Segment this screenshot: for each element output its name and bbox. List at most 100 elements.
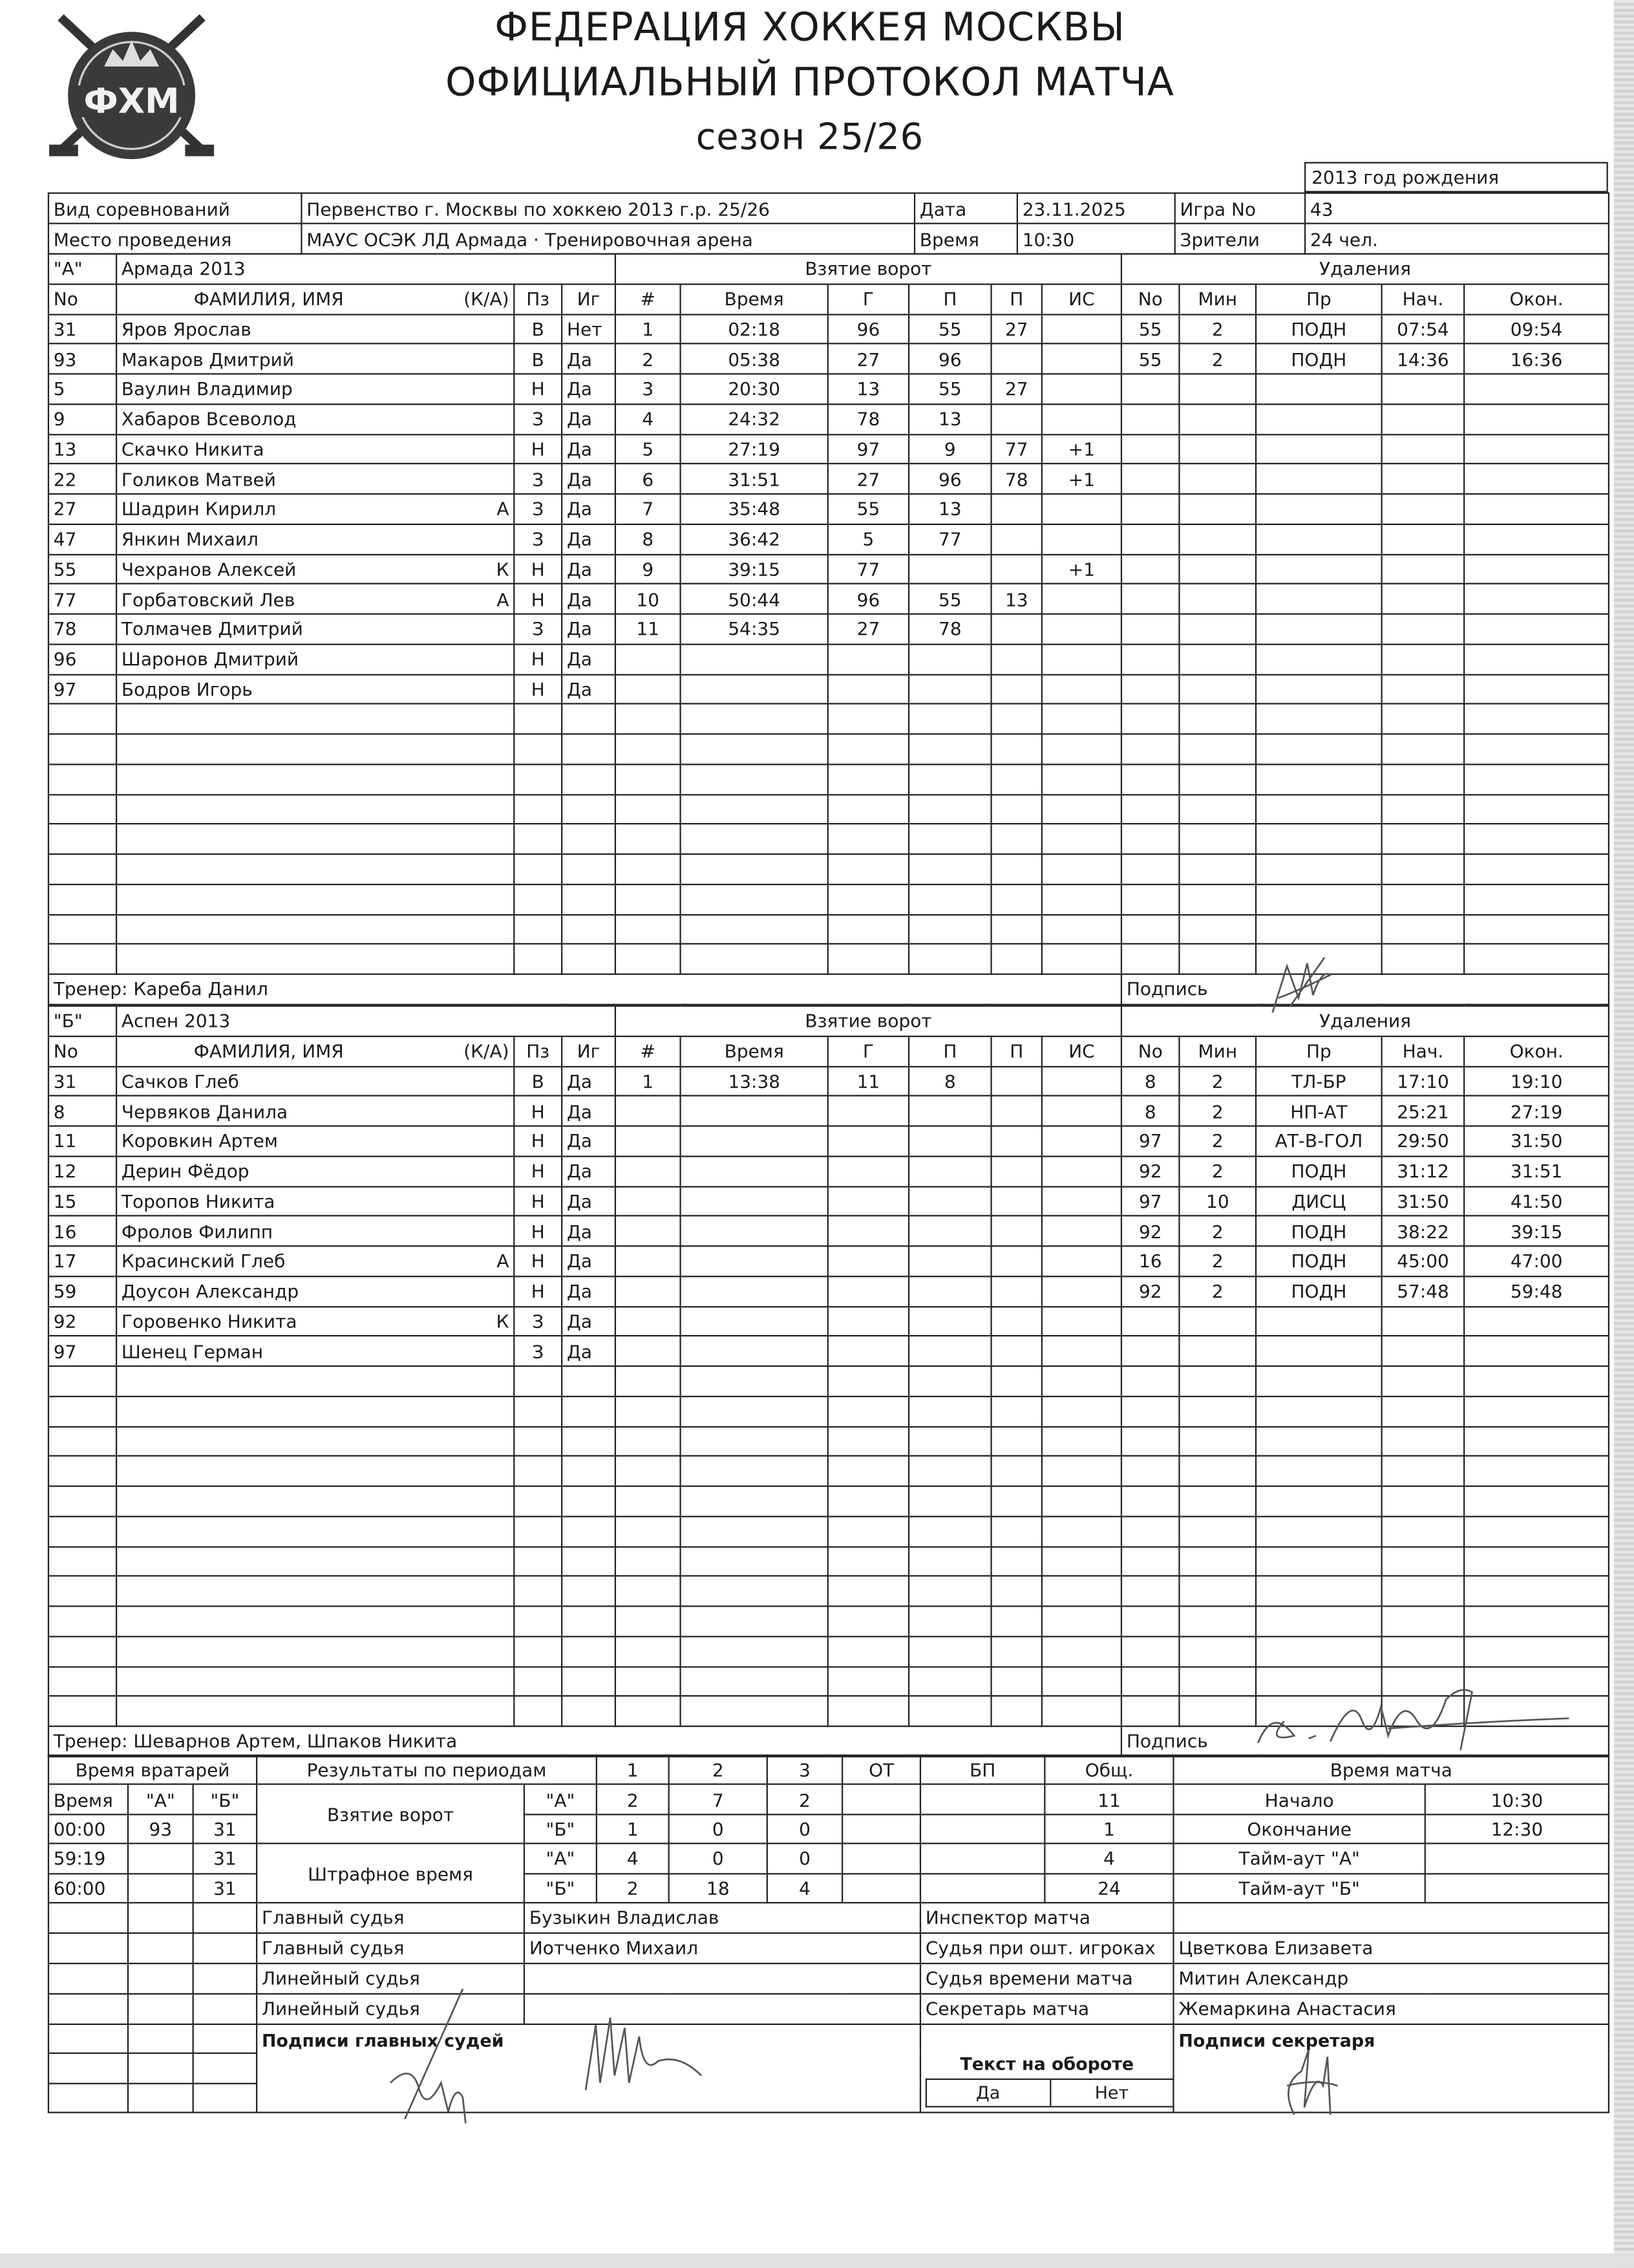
penalty-player: 8	[1120, 1065, 1180, 1097]
col-name-label: ФАМИЛИЯ, ИМЯ	[193, 288, 344, 310]
penalty-type	[1255, 493, 1383, 525]
goal-assist-1: 9	[907, 433, 992, 465]
table-row	[47, 1425, 1610, 1457]
goal-strength: +1	[1041, 463, 1123, 495]
penalty-start	[1381, 853, 1465, 885]
protocol-title: ОФИЦИАЛЬНЫЙ ПРОТОКОЛ МАТЧА	[445, 60, 1174, 106]
goal-number	[614, 763, 681, 795]
period-team: "Б"	[523, 1813, 598, 1845]
player-played: Да	[561, 613, 617, 645]
goal-scorer: 11	[827, 1065, 910, 1097]
table-row	[47, 1545, 1610, 1578]
penalty-type: ПОДН	[1255, 1215, 1383, 1247]
goal-number	[614, 913, 681, 945]
period-team: "А"	[523, 1784, 598, 1815]
goal-strength	[1041, 1395, 1123, 1427]
penalty-end: 27:19	[1463, 1095, 1610, 1127]
goal-scorer	[827, 763, 910, 795]
penalty-end	[1463, 1665, 1610, 1697]
goalie-time-cell: 00:00	[47, 1813, 129, 1845]
player-number: 17	[47, 1245, 118, 1277]
penalty-type	[1255, 1635, 1383, 1667]
penalties-section-header: Удаления	[1120, 253, 1610, 285]
goal-scorer	[827, 703, 910, 735]
player-played	[561, 1635, 617, 1667]
goal-assist-1	[907, 763, 992, 795]
penalty-type	[1255, 1575, 1383, 1607]
empty-cell	[47, 2023, 129, 2055]
goal-strength	[1041, 523, 1123, 555]
period-value: 0	[668, 1813, 769, 1845]
goal-time: 13:38	[679, 1065, 829, 1097]
goal-assist-2	[990, 733, 1043, 765]
col-pen-no: No	[1120, 283, 1180, 315]
period-value: 4	[766, 1872, 844, 1904]
goal-scorer: 78	[827, 403, 910, 435]
official-role: Линейный судья	[256, 1962, 525, 1995]
penalty-player	[1120, 613, 1180, 645]
goal-number: 5	[614, 433, 681, 465]
spectators-value: 24 чел.	[1304, 222, 1610, 255]
penalty-minutes	[1178, 733, 1257, 765]
player-name: Шенец Герман	[121, 1340, 263, 1362]
reverse-yes[interactable]: Да	[925, 2079, 1051, 2108]
player-name: Яров Ярослав	[121, 317, 251, 340]
player-position	[513, 883, 563, 915]
player-name-cell: Червяков Данила	[115, 1095, 515, 1127]
player-name: Торопов Никита	[121, 1190, 275, 1212]
goal-scorer: 96	[827, 313, 910, 345]
player-name-cell	[115, 823, 515, 855]
penalty-minutes	[1178, 943, 1257, 975]
period-value	[919, 1784, 1046, 1815]
coach: Тренер: Кареба Данил	[47, 973, 1123, 1005]
penalty-minutes: 2	[1178, 1155, 1257, 1187]
penalty-type	[1255, 1605, 1383, 1637]
period-team: "Б"	[523, 1872, 598, 1904]
player-position	[513, 1605, 563, 1637]
penalty-end	[1463, 1455, 1610, 1487]
penalty-start: 07:54	[1381, 313, 1465, 345]
goal-number	[614, 793, 681, 825]
table-row	[47, 733, 1610, 765]
penalty-end: 31:51	[1463, 1155, 1610, 1187]
official-name	[523, 1962, 922, 1995]
goal-scorer	[827, 1425, 910, 1457]
goal-strength	[1041, 1155, 1123, 1187]
player-number: 97	[47, 673, 118, 705]
penalty-minutes	[1178, 883, 1257, 915]
penalty-type	[1255, 913, 1383, 945]
goal-assist-1	[908, 1155, 992, 1187]
penalty-type	[1255, 1515, 1383, 1547]
penalty-start	[1381, 1395, 1465, 1427]
penalty-minutes: 2	[1178, 343, 1257, 375]
penalty-minutes	[1178, 1305, 1257, 1337]
goal-assist-2	[990, 1365, 1043, 1397]
penalty-player	[1120, 703, 1180, 735]
goal-time: 50:44	[679, 583, 829, 615]
goal-strength	[1041, 733, 1123, 765]
player-number	[47, 733, 118, 765]
penalty-end	[1463, 1635, 1610, 1667]
penalty-player: 92	[1120, 1155, 1180, 1187]
reverse-no[interactable]: Нет	[1049, 2079, 1172, 2108]
player-played: Да	[561, 1275, 617, 1307]
goal-assist-2	[990, 403, 1043, 435]
player-number	[47, 1395, 118, 1427]
goal-time	[679, 913, 829, 945]
goal-scorer	[827, 1305, 910, 1337]
period-col: 1	[595, 1754, 670, 1786]
player-number	[47, 1575, 118, 1607]
official-role: Главный судья	[256, 1932, 525, 1965]
player-number: 93	[47, 343, 118, 375]
goal-time	[679, 1245, 829, 1277]
player-name-cell	[115, 1515, 515, 1547]
goalie-col-header: "А"	[127, 1784, 194, 1815]
goal-strength	[1041, 643, 1123, 675]
goal-strength	[1041, 1515, 1123, 1547]
player-position: З	[513, 1335, 563, 1367]
goal-strength	[1041, 673, 1123, 705]
player-name-cell	[115, 763, 515, 795]
penalty-type	[1255, 583, 1383, 615]
goal-time	[679, 643, 829, 675]
player-played	[561, 1545, 617, 1578]
